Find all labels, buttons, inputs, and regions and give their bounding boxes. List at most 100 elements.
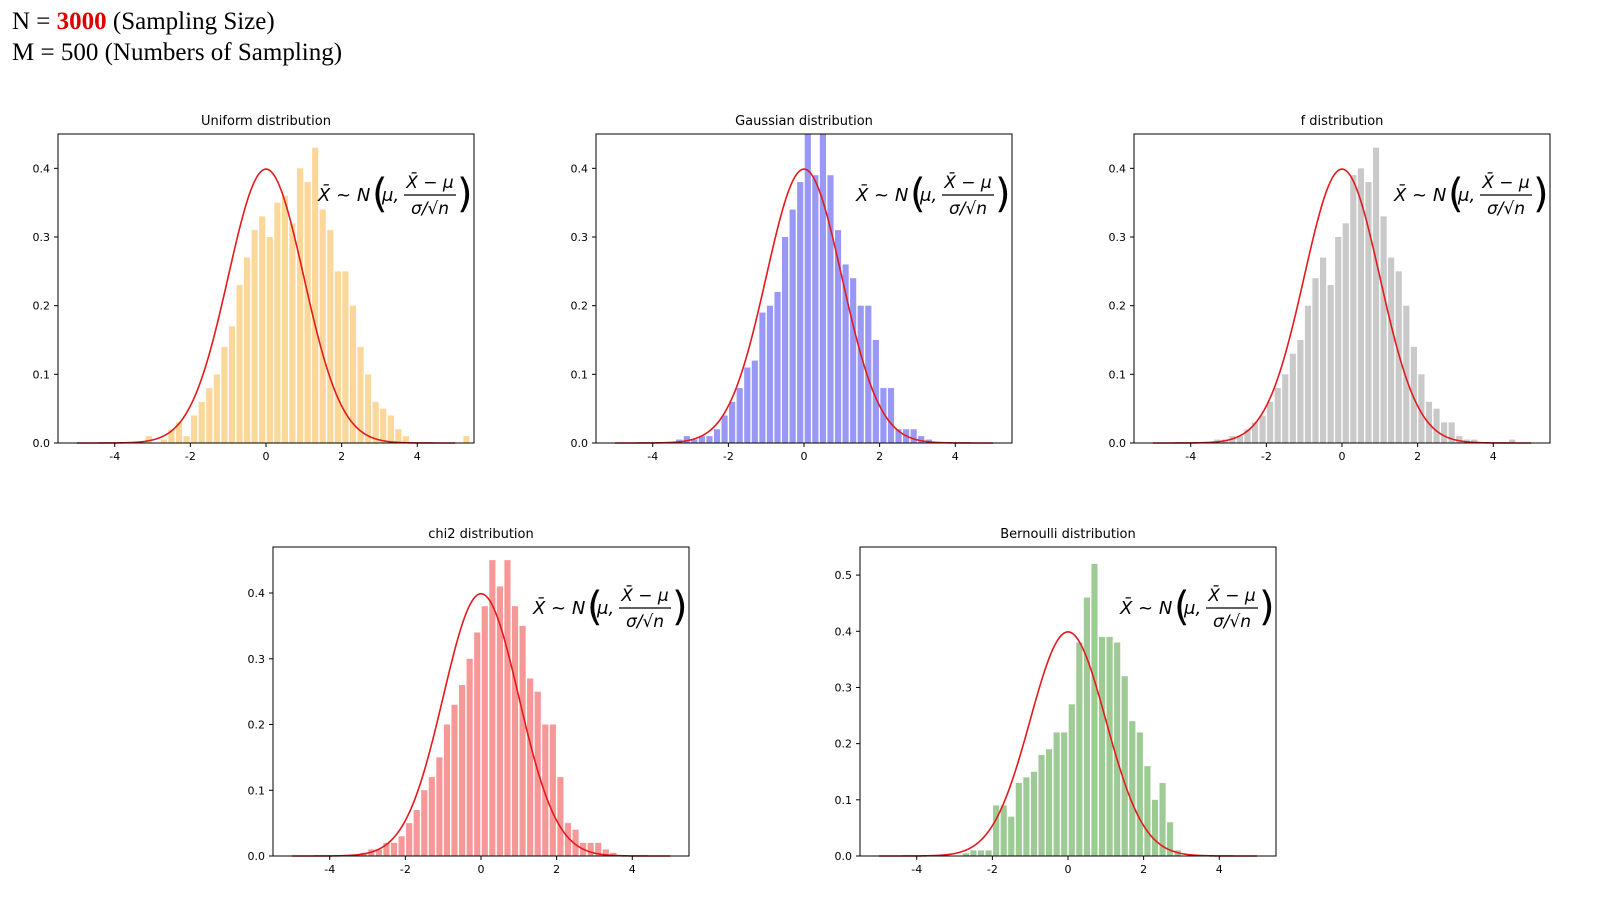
histogram-bar — [168, 429, 175, 443]
histogram-bar — [1456, 436, 1463, 443]
histogram-bar — [1053, 732, 1060, 856]
histogram-bar — [319, 209, 326, 443]
y-tick-label: 0.0 — [248, 850, 266, 863]
x-tick-label: 2 — [876, 450, 883, 463]
histogram-bar — [459, 685, 466, 856]
histogram-bar — [1403, 305, 1410, 443]
y-tick-label: 0.4 — [571, 162, 589, 175]
y-tick-label: 0.0 — [835, 850, 853, 863]
y-tick-label: 0.1 — [33, 368, 51, 381]
histogram-bar — [398, 836, 405, 856]
formula-lhs: X̄ ~ N — [1393, 184, 1446, 206]
histogram-bar — [587, 842, 594, 856]
histogram-bar — [774, 291, 781, 443]
histogram-bar — [1083, 597, 1090, 856]
histogram-bar — [1388, 257, 1395, 443]
formula-mu: μ, — [1457, 185, 1475, 206]
histogram-bar — [1106, 636, 1113, 856]
chart-title: Bernoulli distribution — [1000, 527, 1136, 542]
histogram-bar — [1289, 353, 1296, 443]
histogram-bar — [1274, 388, 1281, 443]
histogram-bar — [289, 223, 296, 443]
histogram-bar — [850, 278, 857, 443]
histogram-bar — [970, 850, 977, 856]
formula-numerator: X̄ − μ — [943, 171, 992, 193]
histogram-bar — [474, 632, 481, 856]
histogram-bar — [1335, 237, 1342, 443]
f-chart: f distribution -4 -2 0 2 4 0.0 0.1 0.2 0.3 0.4 X̄ ~… — [1076, 105, 1556, 463]
x-tick-label: 2 — [1414, 450, 1421, 463]
histogram-bar — [1471, 439, 1478, 443]
histogram-bar — [610, 852, 617, 856]
histogram-bar — [1320, 257, 1327, 443]
histogram-bar — [244, 257, 251, 443]
histogram-bar — [766, 305, 774, 443]
histogram-bar — [463, 436, 470, 443]
histogram-bar — [504, 560, 511, 856]
histogram-bar — [402, 436, 410, 443]
histogram-bar — [789, 209, 796, 443]
histogram-bar — [383, 842, 390, 856]
y-tick-label: 0.1 — [248, 784, 266, 797]
histogram-bar — [698, 436, 705, 443]
x-tick-label: -2 — [1261, 450, 1272, 463]
y-tick-label: 0.3 — [1109, 231, 1127, 244]
x-tick-label: -4 — [1185, 450, 1196, 463]
histogram-bar — [977, 850, 985, 856]
x-tick-label: 2 — [553, 863, 560, 876]
formula-paren-right: ) — [672, 584, 688, 630]
chart-svg: Gaussian distribution -4 -2 0 2 4 0.0 0.1 0.2 0.3… — [571, 114, 1013, 463]
histogram-bar — [827, 175, 834, 443]
histogram-bar — [221, 346, 228, 443]
chart-svg: Bernoulli distribution -4 -2 0 2 4 0.0 0.1 0.2 0.… — [835, 527, 1277, 876]
histogram-bar — [1136, 732, 1143, 856]
histogram-bar — [910, 429, 917, 443]
x-tick-label: -4 — [324, 863, 335, 876]
y-tick-label: 0.2 — [33, 300, 51, 313]
histogram-bar — [595, 842, 602, 856]
formula-lhs: X̄ ~ N — [1119, 597, 1172, 619]
histogram-bar — [985, 850, 992, 856]
x-tick-label: 4 — [952, 450, 959, 463]
formula-mu: μ, — [919, 185, 937, 206]
formula-paren-left: ( — [587, 584, 603, 630]
histogram-bar — [564, 823, 572, 856]
histogram-bar — [1159, 782, 1166, 856]
y-tick-label: 0.0 — [571, 437, 589, 450]
histogram-bar — [1418, 374, 1425, 443]
histogram-bar — [387, 415, 394, 443]
bars — [1214, 147, 1516, 444]
histogram-bar — [1038, 754, 1045, 856]
x-tick-label: -2 — [723, 450, 734, 463]
formula-denominator: σ/√n — [411, 199, 449, 219]
histogram-bar — [1046, 749, 1053, 856]
histogram-bar — [1068, 704, 1075, 856]
histogram-bar — [175, 422, 183, 443]
histogram-bar — [557, 777, 564, 856]
y-tick-label: 0.0 — [33, 437, 51, 450]
histogram-bar — [804, 134, 811, 443]
histogram-bar — [312, 147, 319, 443]
y-tick-label: 0.4 — [248, 587, 266, 600]
histogram-bar — [519, 625, 526, 856]
sampling-count-line: M = 500 (Numbers of Sampling) — [12, 39, 343, 66]
histogram-bar — [481, 606, 488, 856]
formula-paren-left: ( — [1174, 584, 1190, 630]
histogram-bar — [865, 305, 872, 443]
formula-denominator: σ/√n — [949, 199, 987, 219]
x-tick-label: -4 — [109, 450, 120, 463]
y-tick-label: 0.3 — [248, 653, 266, 666]
histogram-bar — [489, 560, 496, 856]
histogram-bar — [729, 401, 736, 443]
histogram-bar — [1259, 415, 1266, 443]
histogram-bar — [349, 305, 357, 443]
histogram-bar — [466, 658, 473, 856]
histogram-bar — [496, 586, 503, 856]
histogram-bar — [744, 367, 751, 443]
histogram-bar — [1244, 429, 1251, 443]
y-tick-label: 0.4 — [33, 162, 51, 175]
histogram-bar — [236, 285, 243, 443]
histogram-bar — [1509, 439, 1516, 443]
histogram-bar — [1448, 422, 1455, 443]
histogram-bar — [1114, 642, 1121, 856]
